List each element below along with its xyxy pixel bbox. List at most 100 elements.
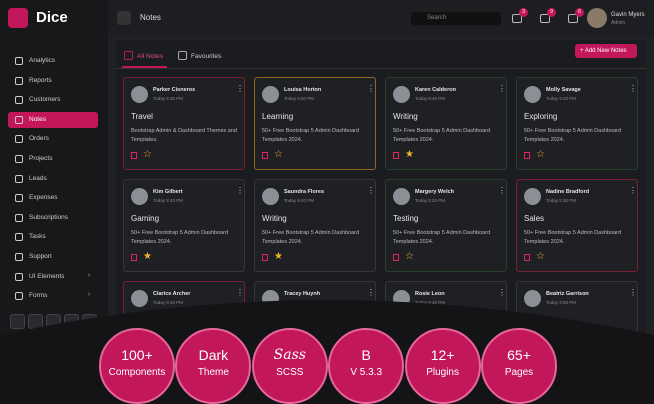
- header-icon[interactable]: [540, 14, 550, 23]
- promo-top: B: [361, 347, 371, 363]
- nav-item[interactable]: Subscriptions: [29, 213, 69, 221]
- note-title: Writing: [393, 112, 418, 121]
- note-card[interactable]: Kim Gilbert Today 8:40 PM ⋮ Gaming 50+ Free …: [123, 179, 245, 272]
- nav-icon: [15, 272, 23, 281]
- delete-icon[interactable]: [262, 152, 268, 159]
- nav-item[interactable]: Tasks: [29, 233, 46, 241]
- nav-icon: [15, 155, 23, 163]
- tab-icon: [178, 51, 187, 60]
- note-card[interactable]: Molly Savage Today 9:20 PM ⋮ Exploring 50+ F…: [516, 77, 638, 170]
- nav-item[interactable]: Reports: [29, 76, 52, 84]
- kebab[interactable]: ⋮: [236, 288, 244, 297]
- nav-item[interactable]: Expenses: [29, 194, 58, 202]
- kebab[interactable]: ⋮: [236, 186, 244, 195]
- search[interactable]: [411, 12, 501, 25]
- kebab[interactable]: ⋮: [367, 288, 375, 297]
- nav-icon: [15, 174, 23, 183]
- kebab[interactable]: ⋮: [367, 84, 375, 93]
- nav-arrow: ›: [88, 271, 91, 279]
- tab[interactable]: Favourites: [191, 53, 222, 60]
- note-card[interactable]: Nadine Bradford Today 5:30 PM ⋮ Sales 50+ Fr…: [516, 179, 638, 272]
- favourite-star[interactable]: ☆: [536, 251, 545, 262]
- note-author: Beatriz Garrison: [546, 291, 589, 297]
- kebab[interactable]: ⋮: [629, 186, 637, 195]
- favourite-star[interactable]: ☆: [405, 251, 414, 262]
- delete-icon[interactable]: [262, 254, 268, 261]
- favourite-star[interactable]: ★: [274, 251, 283, 262]
- note-author: Louisa Horton: [284, 87, 322, 93]
- note-text: 50+ Free Bootstrap 5 Admin Dashboard Tem…: [524, 128, 622, 143]
- note-text: 50+ Free Bootstrap 5 Admin Dashboard Tem…: [262, 230, 360, 245]
- note-time: Today 5:20 PM: [415, 198, 446, 203]
- favourite-star[interactable]: ★: [143, 251, 152, 262]
- badge: 9: [547, 8, 556, 17]
- favourite-star[interactable]: ☆: [143, 149, 152, 160]
- kebab[interactable]: ⋮: [629, 288, 637, 297]
- avatar: [393, 188, 410, 205]
- delete-icon[interactable]: [131, 152, 137, 159]
- note-card[interactable]: Karen Calderon Today 8:40 PM ⋮ Writing 50+ F…: [385, 77, 507, 170]
- note-author: Rosie Leon: [415, 291, 445, 297]
- badge: 3: [519, 8, 528, 17]
- nav-icon: [15, 57, 23, 65]
- tab[interactable]: All Notes: [137, 53, 164, 60]
- nav-item[interactable]: Support: [29, 253, 52, 260]
- nav-icon: [15, 253, 23, 261]
- note-text: 50+ Free Bootstrap 5 Admin Dashboard Tem…: [393, 230, 491, 245]
- kebab[interactable]: ⋮: [498, 84, 506, 93]
- add-button[interactable]: [575, 44, 637, 58]
- note-card[interactable]: Parker Cisneros Today 5:30 PM ⋮ Travel Boots…: [123, 77, 245, 170]
- note-title: Exploring: [524, 112, 558, 121]
- avatar: [262, 86, 279, 103]
- delete-icon[interactable]: [393, 254, 399, 261]
- nav-item[interactable]: Forms: [29, 292, 48, 300]
- nav-item[interactable]: Leads: [29, 174, 47, 182]
- promo-top: 12+: [430, 347, 455, 363]
- kebab[interactable]: ⋮: [498, 186, 506, 195]
- delete-icon[interactable]: [524, 254, 530, 261]
- nav-item[interactable]: Notes: [29, 115, 46, 123]
- header-icon[interactable]: [512, 14, 522, 23]
- avatar: [393, 86, 410, 103]
- tab-icon: [124, 51, 133, 60]
- note-author: Nadine Bradford: [546, 189, 590, 195]
- note-card[interactable]: Saundra Flores Today 9:40 PM ⋮ Writing 50+ F…: [254, 179, 376, 272]
- favourite-star[interactable]: ★: [405, 149, 414, 160]
- favourite-star[interactable]: ☆: [274, 149, 283, 160]
- favourite-star[interactable]: ☆: [536, 149, 545, 160]
- delete-icon[interactable]: [524, 152, 530, 159]
- promo-circle: 12+ Plugins: [404, 328, 481, 404]
- nav-item[interactable]: Orders: [29, 135, 49, 143]
- nav-item[interactable]: Analytics: [29, 57, 56, 64]
- note-card[interactable]: Louisa Horton Today 6:50 PM ⋮ Learning 50+ F…: [254, 77, 376, 170]
- note-text: 50+ Free Bootstrap 5 Admin Dashboard Tem…: [262, 128, 360, 143]
- user-avatar[interactable]: [587, 8, 607, 28]
- kebab[interactable]: ⋮: [498, 288, 506, 297]
- nav-item[interactable]: Projects: [29, 155, 53, 162]
- note-time: Today 8:40 PM: [153, 300, 184, 305]
- nav-item[interactable]: UI Elements: [29, 272, 65, 280]
- menu-toggle[interactable]: [117, 11, 131, 25]
- note-card[interactable]: Margery Welch Today 5:20 PM ⋮ Testing 50+ Fr…: [385, 179, 507, 272]
- nav-item[interactable]: Customers: [29, 96, 61, 104]
- kebab[interactable]: ⋮: [367, 186, 375, 195]
- nav-icon: [15, 194, 23, 203]
- avatar: [131, 290, 148, 307]
- kebab[interactable]: ⋮: [236, 84, 244, 93]
- kebab[interactable]: ⋮: [629, 84, 637, 93]
- promo-bottom: Pages: [504, 367, 534, 378]
- search-placeholder: Search: [427, 15, 447, 21]
- note-author: Margery Welch: [415, 189, 455, 195]
- delete-icon[interactable]: [131, 254, 137, 261]
- promo-bottom: Plugins: [426, 367, 459, 378]
- promo-bottom: V 5.3.3: [350, 367, 383, 378]
- note-author: Molly Savage: [546, 87, 581, 93]
- note-title: Testing: [393, 214, 419, 223]
- sidebar-icon[interactable]: [10, 314, 25, 329]
- nav-icon: [15, 233, 23, 242]
- note-title: Writing: [262, 214, 287, 223]
- header-icon[interactable]: [568, 14, 578, 23]
- promo-bottom: SCSS: [276, 367, 304, 378]
- note-text: 50+ Free Bootstrap 5 Admin Dashboard Tem…: [393, 128, 491, 143]
- delete-icon[interactable]: [393, 152, 399, 159]
